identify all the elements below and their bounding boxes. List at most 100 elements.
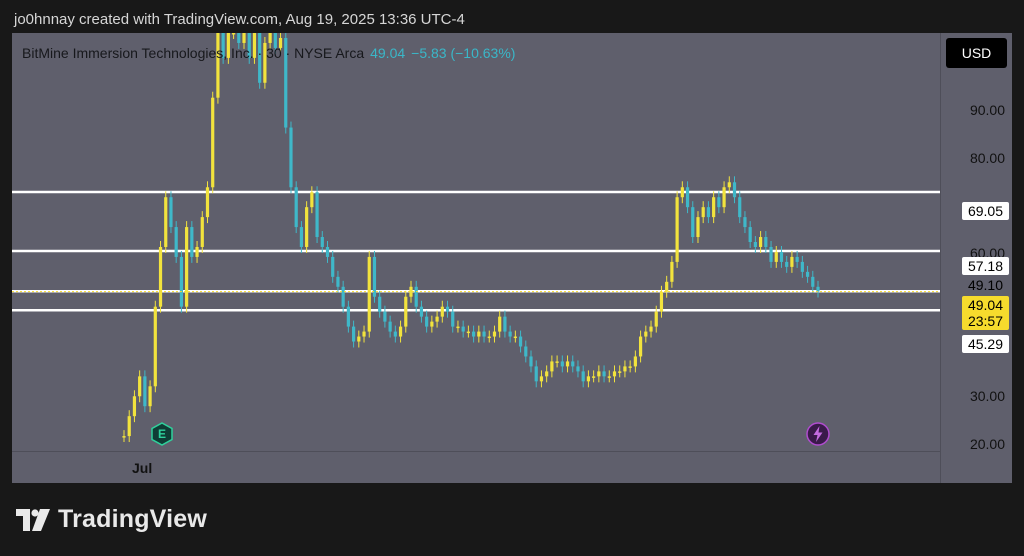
candle-body: [795, 256, 799, 262]
candle-body: [753, 242, 757, 247]
candle-body: [706, 207, 711, 218]
candle-body: [179, 256, 183, 307]
candle-body: [164, 197, 168, 247]
candle-body: [185, 227, 189, 307]
price-change: −5.83 (−10.63%): [411, 45, 516, 61]
candle-body: [576, 366, 580, 372]
level-tag: 45.29: [961, 335, 1009, 353]
candle-body: [612, 371, 617, 377]
candle-body: [696, 217, 700, 238]
time-axis[interactable]: Jul: [12, 451, 940, 483]
candle-body: [456, 326, 460, 329]
candle-body: [503, 316, 507, 332]
candle-body: [305, 207, 309, 247]
candle-body: [393, 331, 397, 337]
candle-body: [299, 227, 304, 247]
candle-body: [195, 246, 199, 257]
tradingview-logo-icon: [16, 508, 50, 531]
candle-body: [717, 197, 721, 208]
candle-body: [623, 366, 627, 372]
attribution-text: jo0hnnay created with TradingView.com, A…: [14, 11, 465, 28]
candle-body: [362, 331, 366, 337]
candle-body: [273, 33, 277, 48]
candle-body: [769, 246, 773, 262]
candle-body: [205, 187, 210, 218]
candle-body: [691, 207, 695, 238]
candle-body: [659, 291, 664, 312]
earnings-event-badge[interactable]: E: [150, 422, 174, 446]
price-tick: 80.00: [969, 150, 1005, 166]
currency-button[interactable]: USD: [946, 38, 1007, 68]
level-tag: 57.18: [961, 257, 1009, 275]
price-chart[interactable]: [12, 33, 940, 483]
candle-body: [680, 187, 684, 198]
candle-body: [190, 227, 194, 257]
candle-body: [555, 361, 559, 363]
candle-body: [268, 33, 272, 43]
candle-body: [759, 237, 763, 247]
symbol-name: BitMine Immersion Technologies, Inc. · 3…: [22, 45, 365, 61]
lightning-icon: [806, 422, 830, 446]
candle-body: [727, 182, 731, 188]
candle-body: [701, 207, 705, 218]
candle-body: [550, 361, 554, 372]
candle-body: [231, 33, 236, 35]
candle-body: [597, 371, 601, 377]
candle-body: [451, 311, 455, 327]
candle-body: [685, 187, 690, 208]
candle-body: [143, 376, 147, 407]
candle-body: [805, 271, 810, 277]
candle-body: [618, 371, 622, 373]
level-tag: 49.10: [967, 277, 1003, 293]
candle-body: [211, 97, 215, 188]
candle-body: [252, 33, 257, 58]
candle-body: [800, 261, 804, 272]
candle-body: [398, 326, 403, 337]
candle-body: [127, 416, 131, 437]
candle-body: [571, 361, 575, 367]
candle-body: [508, 331, 512, 337]
candle-body: [529, 356, 533, 367]
candle-body: [346, 306, 350, 327]
tradingview-logo[interactable]: TradingView: [16, 505, 207, 534]
candle-body: [477, 331, 481, 337]
earnings-icon: E: [151, 422, 173, 446]
candle-body: [425, 316, 429, 327]
candle-body: [560, 361, 564, 367]
candle-body: [153, 306, 157, 387]
candle-body: [419, 306, 424, 317]
candle-body: [811, 276, 815, 287]
candle-body: [732, 182, 737, 198]
candle-body: [565, 361, 570, 367]
level-tag: 69.05: [961, 202, 1009, 220]
candle-body: [539, 376, 544, 382]
candle-body: [341, 286, 345, 307]
price-axis[interactable]: USD 90.00 80.00 60.00 30.00 20.00 69.05 …: [940, 33, 1013, 483]
candle-body: [367, 256, 371, 332]
symbol-legend[interactable]: BitMine Immersion Technologies, Inc. · 3…: [22, 45, 515, 61]
candle-body: [665, 281, 669, 292]
candle-body: [294, 187, 298, 228]
candle-body: [649, 326, 653, 332]
candle-body: [315, 192, 319, 238]
candle-body: [132, 396, 137, 417]
candle-body: [378, 296, 382, 312]
candle-body: [524, 346, 528, 357]
split-event-badge[interactable]: [806, 422, 830, 446]
price-tick: 20.00: [969, 436, 1005, 452]
price-tick: 30.00: [969, 388, 1005, 404]
candle-body: [592, 376, 596, 378]
candle-body: [472, 331, 476, 337]
candle-body: [638, 336, 643, 357]
candle-body: [722, 187, 726, 208]
candle-body: [492, 331, 497, 337]
candle-body: [200, 217, 204, 247]
candle-body: [435, 316, 439, 322]
plot-area[interactable]: BitMine Immersion Technologies, Inc. · 3…: [12, 33, 940, 483]
candle-body: [602, 371, 606, 377]
chart-frame: BitMine Immersion Technologies, Inc. · 3…: [12, 33, 1012, 483]
candle-body: [357, 336, 361, 342]
candle-body: [221, 33, 225, 58]
current-price-tag: 49.04 23:57: [961, 296, 1009, 330]
candle-body: [785, 261, 789, 267]
